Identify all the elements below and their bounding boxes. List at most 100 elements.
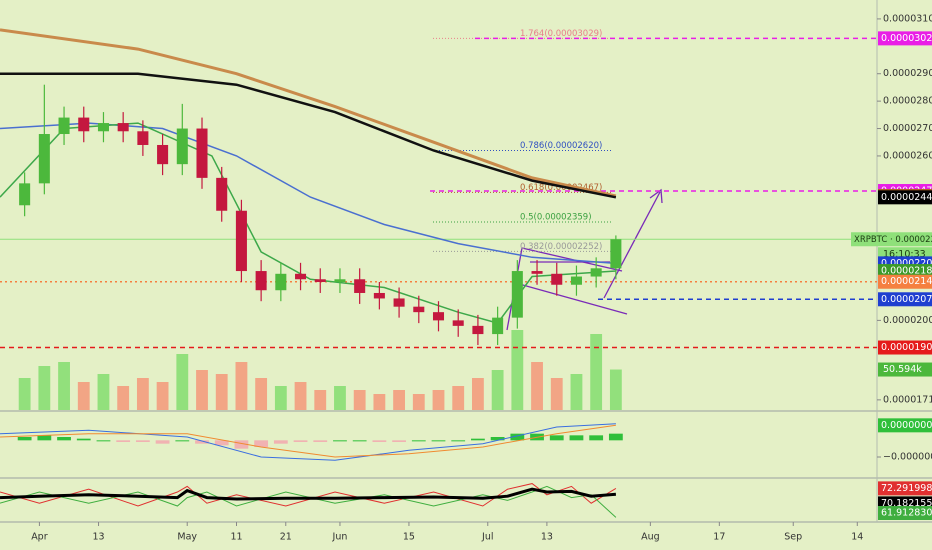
price-label-box bbox=[878, 340, 932, 355]
oscillator-value-box bbox=[878, 506, 932, 520]
price-label: 0.00002449 bbox=[881, 192, 932, 203]
x-tick-label: Jul bbox=[481, 532, 493, 543]
candle-body bbox=[452, 320, 464, 326]
macd-histogram bbox=[471, 438, 485, 441]
moving-average bbox=[0, 28, 617, 198]
candle-body bbox=[176, 128, 188, 165]
macd-histogram bbox=[17, 437, 32, 441]
volume-bar bbox=[491, 370, 504, 410]
x-tick-label: May bbox=[177, 532, 197, 543]
volume-bar bbox=[511, 330, 524, 410]
macd-histogram bbox=[313, 440, 328, 442]
volume-bar bbox=[432, 390, 445, 410]
price-label: XRPBTC · 0.00002296 bbox=[854, 235, 932, 245]
price-label-box bbox=[851, 232, 932, 247]
volume-bar bbox=[570, 374, 583, 410]
x-tick-label: 21 bbox=[280, 532, 292, 543]
arrow-head bbox=[649, 188, 663, 204]
candle-body bbox=[570, 276, 582, 285]
volume-bar bbox=[531, 362, 543, 410]
price-label-box bbox=[878, 31, 932, 46]
volume-bar bbox=[176, 354, 189, 410]
macd-value-label: 0.00000009 bbox=[881, 420, 932, 431]
candle-body bbox=[551, 273, 563, 285]
volume-bar bbox=[38, 366, 51, 410]
macd-histogram bbox=[333, 440, 347, 442]
candle-body bbox=[314, 279, 326, 283]
macd-histogram bbox=[569, 435, 584, 441]
projection-arrow bbox=[603, 191, 661, 299]
volume-bar bbox=[472, 378, 484, 410]
oscillator-value-label: 61.91283089 bbox=[881, 508, 932, 519]
macd-histogram bbox=[135, 440, 150, 442]
moving-average bbox=[0, 122, 616, 324]
macd-histogram bbox=[76, 438, 91, 441]
x-tick-label: 17 bbox=[713, 532, 725, 543]
macd-histogram bbox=[96, 440, 111, 442]
x-tick-label: 11 bbox=[230, 532, 242, 543]
candle-body bbox=[334, 279, 346, 283]
volume-bar bbox=[274, 386, 287, 410]
volume-bar bbox=[294, 382, 307, 410]
candle-body bbox=[393, 298, 405, 307]
fib-label: 0.382(0.00002252) bbox=[520, 242, 602, 252]
price-label-box bbox=[878, 190, 932, 205]
macd-histogram bbox=[234, 440, 249, 449]
volume-bar bbox=[590, 334, 603, 410]
macd-histogram bbox=[490, 437, 505, 441]
price-label: 0.00001901 bbox=[881, 342, 932, 353]
price-label-box bbox=[878, 274, 932, 289]
volume-bar bbox=[412, 394, 425, 410]
price-label-box bbox=[878, 292, 932, 307]
y-tick-label: 0.00001710 bbox=[883, 394, 932, 405]
macd-histogram bbox=[57, 437, 71, 441]
volume-bar bbox=[550, 378, 563, 410]
macd-histogram bbox=[411, 440, 426, 442]
macd-histogram bbox=[254, 440, 269, 447]
oscillator-line bbox=[0, 485, 617, 518]
candle-body bbox=[531, 271, 543, 274]
candle-body bbox=[295, 273, 307, 280]
macd-histogram bbox=[116, 440, 131, 442]
macd-histogram bbox=[293, 440, 308, 442]
candle-body bbox=[235, 210, 247, 272]
candle-body bbox=[19, 183, 31, 206]
volume-bar bbox=[235, 362, 248, 410]
candle-body bbox=[78, 117, 90, 132]
volume-bar bbox=[18, 378, 31, 410]
volume-bar bbox=[215, 374, 228, 410]
volume-bar bbox=[393, 390, 405, 410]
volume-bar bbox=[58, 362, 70, 410]
volume-bar bbox=[452, 386, 465, 410]
macd-histogram bbox=[352, 440, 367, 442]
candle-body bbox=[511, 271, 523, 318]
macd-histogram bbox=[273, 440, 288, 444]
candle-body bbox=[413, 306, 425, 313]
candle-body bbox=[472, 325, 484, 335]
volume-bar bbox=[314, 390, 327, 410]
volume-bar bbox=[373, 394, 386, 410]
x-tick-label: Apr bbox=[31, 532, 48, 543]
oscillator-line bbox=[0, 483, 617, 507]
macd-histogram bbox=[214, 440, 229, 446]
macd-histogram bbox=[608, 433, 623, 441]
fib-label: 0.5(0.00002359) bbox=[520, 212, 592, 222]
x-tick-label: 13 bbox=[541, 532, 553, 543]
channel-lower bbox=[511, 281, 628, 315]
candle-body bbox=[117, 123, 129, 132]
candle-body bbox=[196, 128, 208, 178]
macd-histogram bbox=[510, 433, 525, 441]
candle-body bbox=[216, 177, 228, 211]
macd-histogram bbox=[155, 440, 170, 444]
volume-label: 50.594k bbox=[883, 364, 922, 375]
macd-histogram bbox=[195, 440, 209, 444]
candle-body bbox=[58, 117, 70, 135]
x-tick-label: Jun bbox=[332, 532, 348, 543]
candle-body bbox=[354, 279, 366, 293]
candle-body bbox=[157, 144, 169, 165]
